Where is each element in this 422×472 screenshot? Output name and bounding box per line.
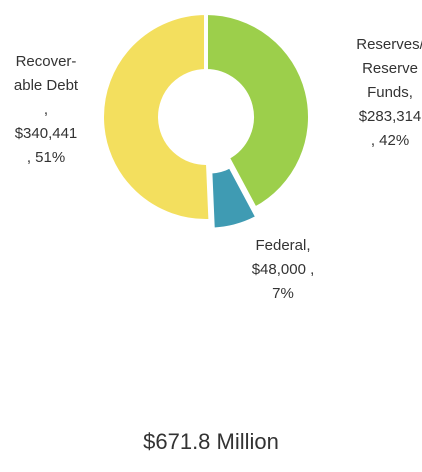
slice-label: , 51% xyxy=(27,149,65,166)
slice-label: Reserves/ xyxy=(356,36,422,53)
donut-slice xyxy=(204,10,312,212)
slice-label: , 42% xyxy=(371,132,409,149)
slice-label: 7% xyxy=(272,285,294,302)
slice-label: $340,441 xyxy=(15,125,78,142)
slice-label: Funds, xyxy=(367,84,413,101)
slice-label: Recover- xyxy=(16,53,77,70)
slice-label: , xyxy=(44,101,48,118)
total-label: $671.8 Million xyxy=(143,429,279,454)
slice-label: $283,314 xyxy=(359,108,422,125)
slice-label: $48,000 , xyxy=(252,261,315,278)
slice-label: able Debt xyxy=(14,77,79,94)
slice-label: Reserve xyxy=(362,60,418,77)
donut-slice xyxy=(208,163,261,232)
donut-slice xyxy=(100,10,213,223)
slice-label: Federal, xyxy=(255,237,310,254)
